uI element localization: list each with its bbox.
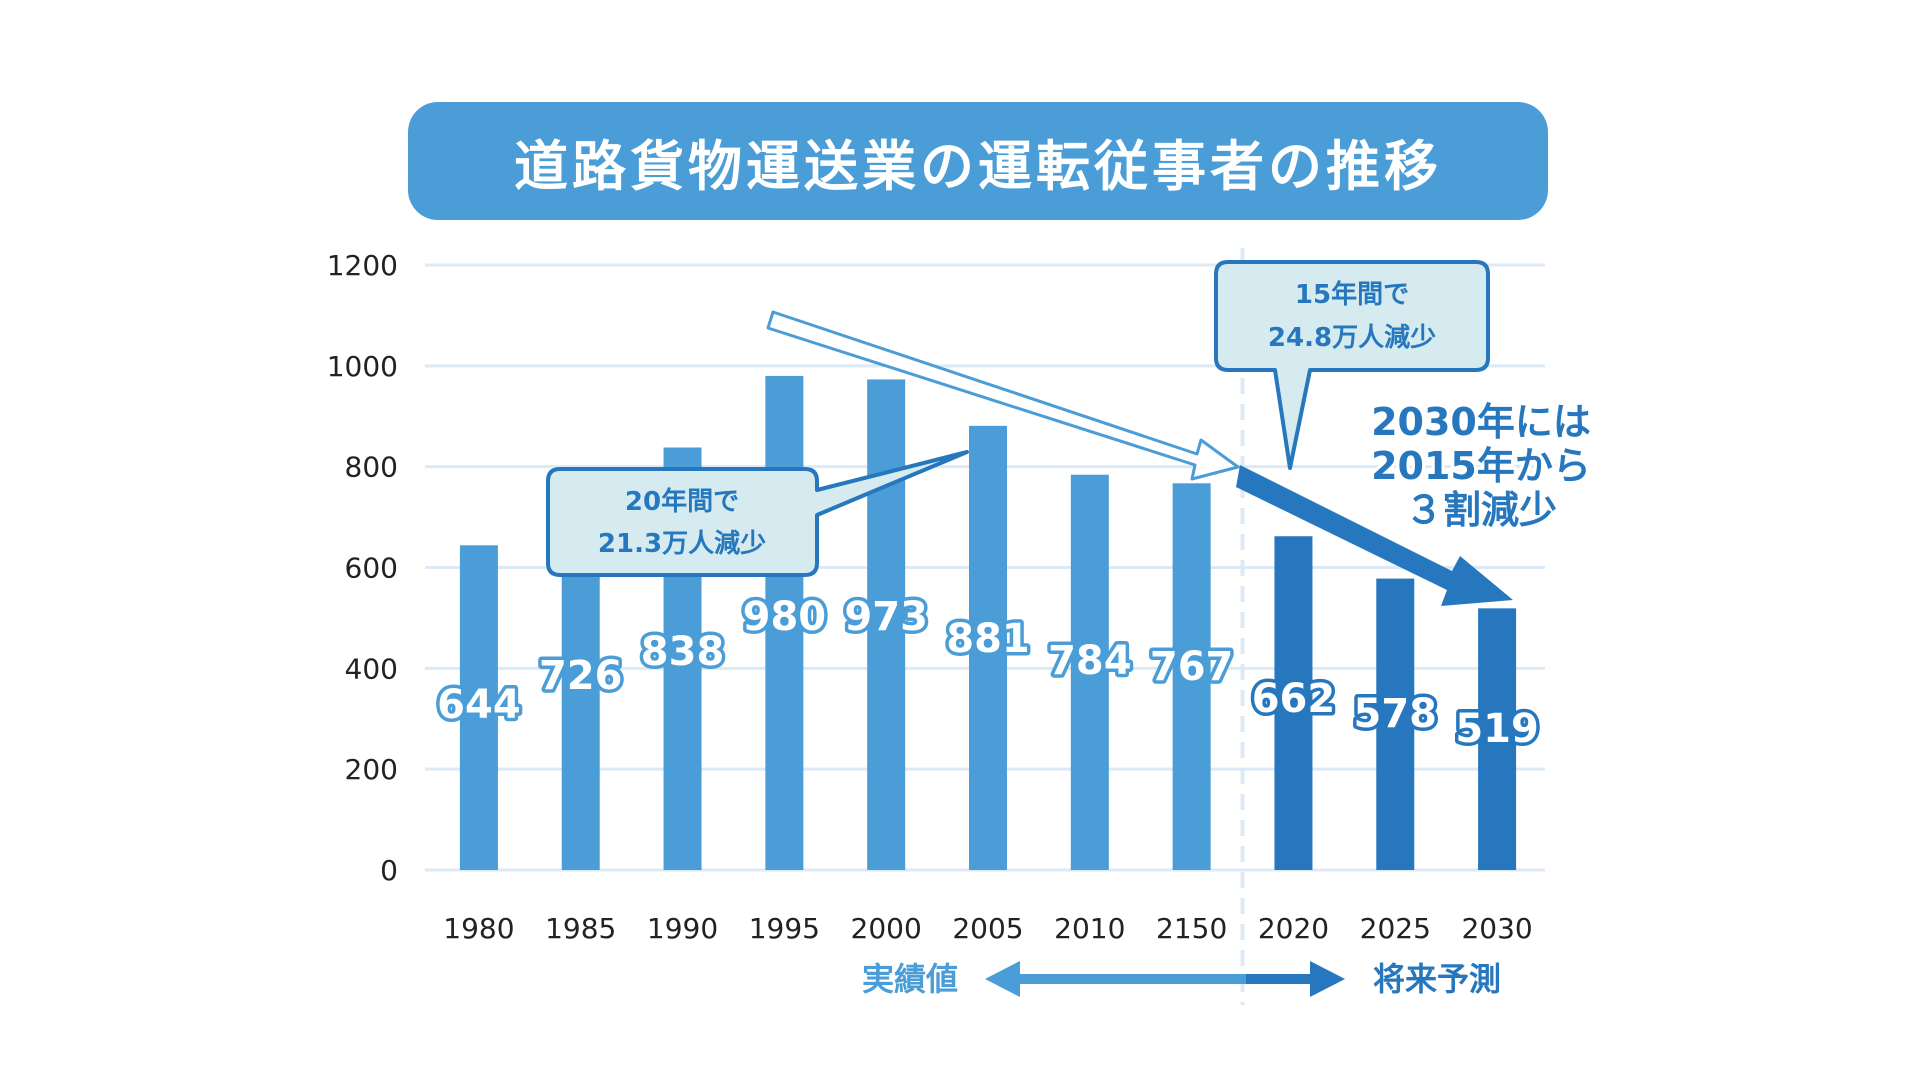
legend-actual-label: 実績値 xyxy=(862,960,958,998)
highlight-line3: ３割減少 xyxy=(1405,488,1557,532)
value-label: 838 xyxy=(641,629,725,675)
value-label: 578 xyxy=(1354,691,1438,737)
bar-2150 xyxy=(1172,483,1211,870)
y-tick-label: 0 xyxy=(380,854,398,887)
x-tick-label: 1995 xyxy=(749,912,820,945)
legend-left-arrowhead xyxy=(985,961,1020,997)
highlight-line2: 2015年から xyxy=(1371,444,1591,488)
callout-left-line1: 20年間で xyxy=(625,486,739,517)
value-label: 881 xyxy=(946,616,1030,662)
actual-trend-arrow xyxy=(766,310,1240,481)
forecast-trend-arrow xyxy=(1236,465,1513,606)
y-axis-ticks: 0 200 400 600 800 1000 1200 xyxy=(327,249,398,887)
period-legend: 実績値 将来予測 xyxy=(862,960,1501,998)
value-label: 784 xyxy=(1048,638,1132,684)
legend-forecast-label: 将来予測 xyxy=(1373,960,1501,998)
bar-2005 xyxy=(969,425,1007,870)
x-tick-label: 2010 xyxy=(1054,912,1125,945)
legend-forecast-shaft xyxy=(1246,974,1332,984)
x-tick-label: 1985 xyxy=(545,912,616,945)
value-label: 662 xyxy=(1252,676,1336,722)
legend-right-arrowhead xyxy=(1310,961,1345,997)
callout-left: 20年間で 21.3万人減少 xyxy=(546,450,969,577)
y-tick-label: 600 xyxy=(345,552,398,585)
y-tick-label: 1200 xyxy=(327,249,398,282)
y-tick-label: 800 xyxy=(345,451,398,484)
y-tick-label: 1000 xyxy=(327,350,398,383)
value-label: 519 xyxy=(1455,706,1539,752)
callout-right: 15年間で 24.8万人減少 xyxy=(1214,260,1490,470)
bar-1995 xyxy=(765,375,804,870)
callout-right-line1: 15年間で xyxy=(1295,279,1409,310)
x-tick-label: 2030 xyxy=(1461,912,1532,945)
x-tick-label: 2020 xyxy=(1258,912,1329,945)
legend-actual-shaft xyxy=(1018,974,1246,984)
y-tick-label: 400 xyxy=(345,652,398,685)
value-label: 767 xyxy=(1150,644,1234,690)
value-labels: 644 726 838 980 973 881 784 767 662 578 519 xyxy=(434,591,1543,756)
y-tick-label: 200 xyxy=(345,753,398,786)
callout-right-line2: 24.8万人減少 xyxy=(1268,323,1436,353)
callout-left-line2: 21.3万人減少 xyxy=(598,529,766,559)
chart-title-banner: 道路貨物運送業の運転従事者の推移 xyxy=(408,102,1548,220)
highlight-note: 2030年には 2015年から ３割減少 xyxy=(1368,397,1594,535)
bar-2010 xyxy=(1070,474,1109,870)
value-label: 726 xyxy=(539,653,623,699)
bar-1980 xyxy=(459,545,498,870)
value-label: 973 xyxy=(844,594,928,640)
x-tick-label: 1980 xyxy=(443,912,514,945)
bar-2020 xyxy=(1274,536,1313,870)
chart-title: 道路貨物運送業の運転従事者の推移 xyxy=(514,134,1442,198)
x-tick-label: 2005 xyxy=(952,912,1023,945)
value-label: 980 xyxy=(743,594,827,640)
x-tick-label: 2150 xyxy=(1156,912,1227,945)
x-tick-label: 2000 xyxy=(851,912,922,945)
bar-2025 xyxy=(1376,578,1415,870)
x-tick-label: 1990 xyxy=(647,912,718,945)
highlight-line1: 2030年には xyxy=(1371,400,1591,444)
bar-2030 xyxy=(1478,608,1517,870)
x-tick-label: 2025 xyxy=(1360,912,1431,945)
x-axis-ticks: 1980 1985 1990 1995 2000 2005 2010 2150 2020 2025… xyxy=(443,912,1532,945)
bar-2000 xyxy=(867,379,906,870)
value-label: 644 xyxy=(437,682,521,728)
